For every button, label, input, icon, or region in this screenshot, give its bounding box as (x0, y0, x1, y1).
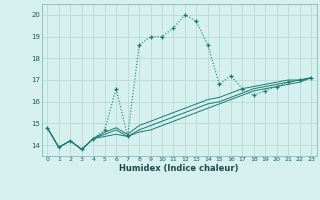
X-axis label: Humidex (Indice chaleur): Humidex (Indice chaleur) (119, 164, 239, 173)
